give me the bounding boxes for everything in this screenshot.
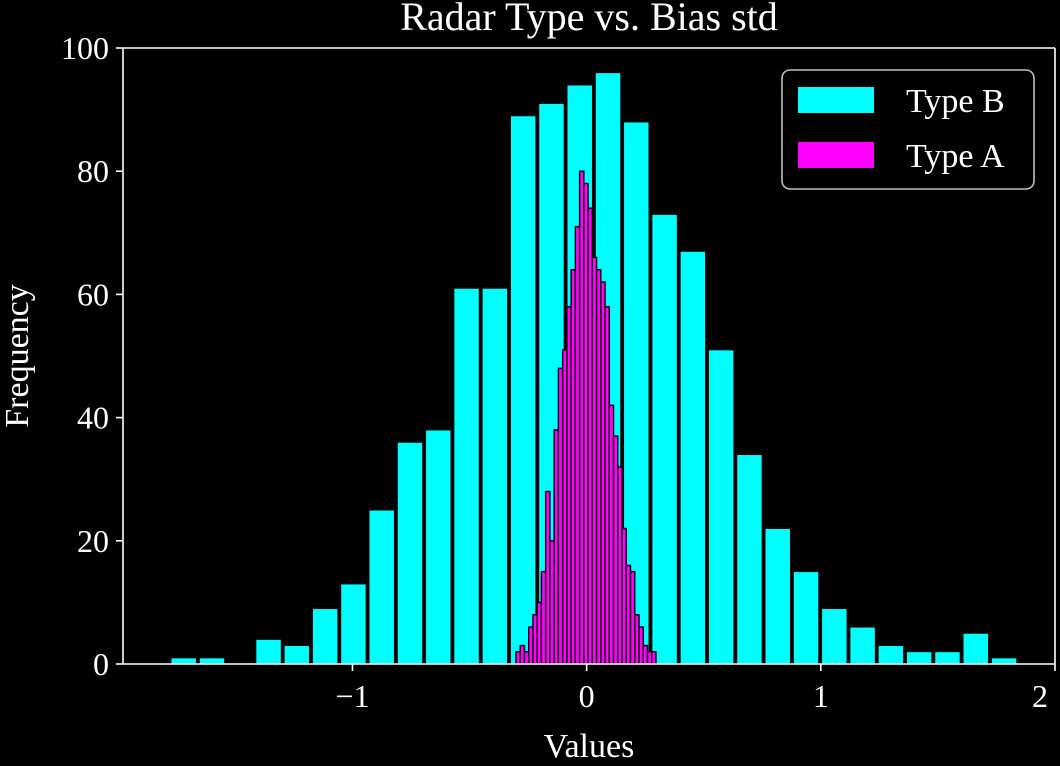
x-ticks: −1 0 1 2 [335,664,1056,714]
type-b-bar [679,250,707,665]
x-tick-label: 2 [1032,678,1048,714]
y-tick-label: 100 [61,30,109,66]
type-b-bar [340,583,367,665]
type-b-bar [368,509,395,665]
type-b-bar [283,645,311,665]
type-b-bar [821,608,848,665]
type-b-bar [990,657,1018,665]
type-b-bar [509,115,537,665]
y-tick-label: 40 [77,400,109,436]
chart-title: Radar Type vs. Bias std [400,0,778,39]
type-b-bar [623,121,650,665]
legend-label-type-b: Type B [906,83,1005,120]
type-b-bars [170,72,1018,665]
x-tick-label: 1 [813,678,829,714]
y-tick-label: 0 [93,646,109,682]
legend-swatch-type-a [798,142,874,168]
legend-label-type-a: Type A [906,138,1005,175]
type-b-bar [849,626,876,665]
type-b-bar [453,287,480,665]
y-tick-label: 20 [77,523,109,559]
type-b-bar [396,441,424,665]
y-tick-label: 80 [77,153,109,189]
type-b-bar [481,287,509,665]
type-b-bar [764,527,791,665]
type-b-bar [736,454,763,665]
x-tick-label: 0 [579,678,595,714]
type-b-bar [905,651,933,665]
type-b-bar [707,349,735,665]
type-b-bar [311,608,339,665]
x-axis-label: Values [544,728,635,765]
type-b-bar [255,638,282,665]
type-b-bar [170,657,197,665]
type-b-bar [962,632,989,665]
y-ticks: 0 20 40 60 80 100 [61,30,123,682]
type-b-bar [792,571,820,665]
legend-swatch-type-b [798,87,874,113]
plot-axes [122,47,1056,665]
y-tick-label: 60 [77,276,109,312]
y-axis-label: Frequency [0,284,36,428]
type-b-bar [877,645,905,665]
type-b-bar [198,657,226,665]
type-b-bar [425,429,452,665]
x-tick-label: −1 [335,678,369,714]
type-b-bar [651,213,678,665]
type-b-bar [934,651,961,665]
type-a-bar [651,650,657,665]
chart-legend: Type B Type A [781,69,1035,190]
